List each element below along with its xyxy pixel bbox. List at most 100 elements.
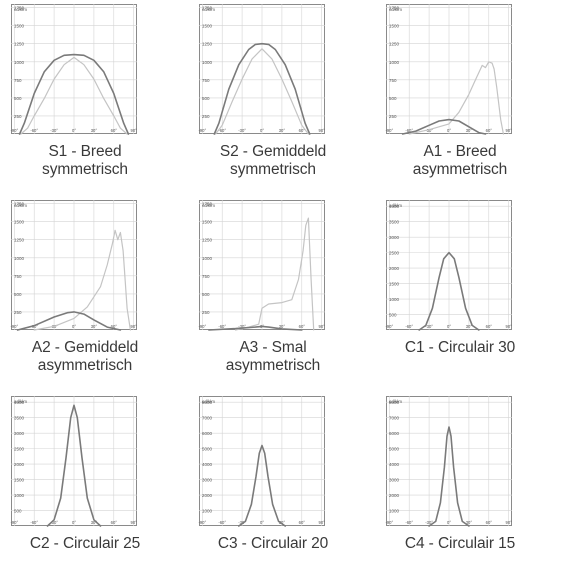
y-tick-label: 4000 bbox=[389, 204, 400, 209]
x-tick-label: -90° bbox=[385, 324, 393, 329]
series-line-light bbox=[20, 56, 128, 135]
series-line-dark bbox=[213, 42, 311, 135]
x-tick-label: 30° bbox=[279, 520, 286, 525]
chart-caption: C1 - Circulair 30 bbox=[375, 339, 545, 357]
y-tick-label: 750 bbox=[14, 78, 22, 83]
y-tick-label: 1500 bbox=[389, 24, 400, 29]
y-tick-label: 500 bbox=[14, 509, 22, 514]
x-tick-label: -30° bbox=[50, 520, 58, 525]
x-tick-label: -90° bbox=[198, 324, 206, 329]
x-tick-label: 60° bbox=[111, 324, 118, 329]
x-tick-label: -60° bbox=[30, 128, 38, 133]
x-tick-label: -60° bbox=[218, 324, 226, 329]
unit-label: cd/klm bbox=[202, 203, 215, 208]
y-tick-label: 1000 bbox=[202, 256, 213, 261]
x-tick-label: 30° bbox=[279, 324, 286, 329]
y-tick-label: 3000 bbox=[14, 431, 25, 436]
caption-line: S2 - Gemiddeld bbox=[219, 143, 327, 160]
caption-line: symmetrisch bbox=[230, 161, 316, 178]
y-tick-label: 1750 bbox=[14, 202, 25, 207]
y-tick-label: 750 bbox=[389, 78, 397, 83]
chart-caption: S2 - Gemiddeld symmetrisch bbox=[188, 143, 358, 179]
x-tick-label: -30° bbox=[425, 128, 433, 133]
y-tick-label: 750 bbox=[202, 274, 210, 279]
series-line-light bbox=[33, 229, 132, 331]
y-tick-label: 2000 bbox=[14, 462, 25, 467]
x-tick-label: 90° bbox=[319, 324, 326, 329]
y-tick-label: 500 bbox=[202, 96, 210, 101]
chart-svg: cd/klm 500 1000 1500 2000 2500 3000 3500 4000 -90… bbox=[385, 200, 512, 331]
series-line-dark bbox=[16, 311, 122, 331]
polar-light-plot: cd/klm 500 1000 1500 2000 2500 3000 3500 4000 -90… bbox=[10, 396, 137, 527]
caption-line: C2 - Circulair 25 bbox=[29, 535, 141, 552]
polar-light-plot: cd/klm 500 1000 1500 2000 2500 3000 3500 4000 -90… bbox=[385, 200, 512, 331]
chart-panel: cd/klm 1000 2000 3000 4000 5000 6000 7000 8000 -9… bbox=[375, 392, 545, 582]
caption-line: asymmetrisch bbox=[37, 357, 133, 374]
chart-panel: cd/klm 500 1000 1500 2000 2500 3000 3500 4000 -90… bbox=[375, 196, 545, 386]
y-tick-label: 1750 bbox=[14, 6, 25, 11]
x-tick-label: -60° bbox=[218, 128, 226, 133]
y-tick-label: 750 bbox=[14, 274, 22, 279]
polar-light-plot: cd/klm 250 500 750 1000 1250 1500 1750 -90° -60° -… bbox=[10, 200, 137, 331]
y-tick-label: 1250 bbox=[202, 238, 213, 243]
polar-light-plot: cd/klm 250 500 750 1000 1250 1500 1750 -90° -60° -… bbox=[10, 4, 137, 135]
unit-label: cd/klm bbox=[14, 203, 27, 208]
chart-svg: cd/klm 1000 2000 3000 4000 5000 6000 7000 8000 -9… bbox=[385, 396, 512, 527]
y-tick-label: 2000 bbox=[389, 266, 400, 271]
caption-line: symmetrisch bbox=[42, 161, 128, 178]
series-line-dark bbox=[237, 444, 286, 527]
x-tick-label: -90° bbox=[10, 520, 18, 525]
x-tick-label: 60° bbox=[486, 128, 493, 133]
y-tick-label: 3500 bbox=[14, 416, 25, 421]
y-tick-label: 1250 bbox=[202, 42, 213, 47]
series-line-light bbox=[215, 48, 310, 135]
x-tick-label: 90° bbox=[506, 128, 513, 133]
series-line-dark bbox=[418, 251, 480, 331]
x-tick-label: -30° bbox=[425, 520, 433, 525]
chart-caption: A3 - Smal asymmetrisch bbox=[188, 339, 358, 375]
y-tick-label: 1000 bbox=[14, 60, 25, 65]
polar-light-plot: cd/klm 250 500 750 1000 1250 1500 1750 -90° -60° -… bbox=[385, 4, 513, 135]
x-tick-label: 60° bbox=[111, 128, 118, 133]
x-tick-label: -90° bbox=[385, 520, 393, 525]
caption-line: C1 - Circulair 30 bbox=[404, 339, 516, 356]
unit-label: cd/klm bbox=[389, 203, 402, 208]
y-tick-label: 1750 bbox=[389, 6, 400, 11]
y-tick-label: 8000 bbox=[389, 400, 400, 405]
unit-label: cd/klm bbox=[202, 399, 215, 404]
x-tick-label: -90° bbox=[198, 520, 206, 525]
x-tick-label: -30° bbox=[425, 324, 433, 329]
y-tick-label: 500 bbox=[389, 313, 397, 318]
y-tick-label: 1000 bbox=[202, 60, 213, 65]
y-tick-label: 1250 bbox=[389, 42, 400, 47]
y-tick-label: 750 bbox=[202, 78, 210, 83]
polar-light-plot: cd/klm 1000 2000 3000 4000 5000 6000 7000 8000 -9… bbox=[198, 396, 325, 527]
series-line-dark bbox=[18, 53, 130, 135]
y-tick-label: 4000 bbox=[14, 400, 25, 405]
series-line-dark bbox=[401, 118, 487, 135]
y-tick-label: 2500 bbox=[389, 251, 400, 256]
caption-line: C4 - Circulair 15 bbox=[404, 535, 516, 552]
x-tick-label: 90° bbox=[319, 128, 326, 133]
x-tick-label: 30° bbox=[91, 128, 98, 133]
y-tick-label: 250 bbox=[202, 310, 210, 315]
x-tick-label: -60° bbox=[30, 324, 38, 329]
x-tick-label: 0° bbox=[72, 324, 76, 329]
y-tick-label: 1500 bbox=[14, 220, 25, 225]
chart-caption: C2 - Circulair 25 bbox=[0, 535, 170, 553]
x-tick-label: -30° bbox=[238, 128, 246, 133]
x-tick-label: -90° bbox=[385, 128, 393, 133]
chart-panel: cd/klm 250 500 750 1000 1250 1500 1750 -90° -60° -… bbox=[0, 196, 170, 386]
y-tick-label: 3000 bbox=[202, 478, 213, 483]
x-tick-label: 0° bbox=[447, 128, 451, 133]
chart-panel: cd/klm 500 1000 1500 2000 2500 3000 3500 4000 -90… bbox=[0, 392, 170, 582]
x-tick-label: -90° bbox=[10, 324, 18, 329]
y-tick-label: 4000 bbox=[389, 462, 400, 467]
polar-light-plot: cd/klm 1000 2000 3000 4000 5000 6000 7000 8000 -9… bbox=[385, 396, 512, 527]
chart-panel: cd/klm 1000 2000 3000 4000 5000 6000 7000 8000 -9… bbox=[188, 392, 358, 582]
y-tick-label: 250 bbox=[389, 114, 397, 119]
series-line-light bbox=[234, 217, 315, 331]
